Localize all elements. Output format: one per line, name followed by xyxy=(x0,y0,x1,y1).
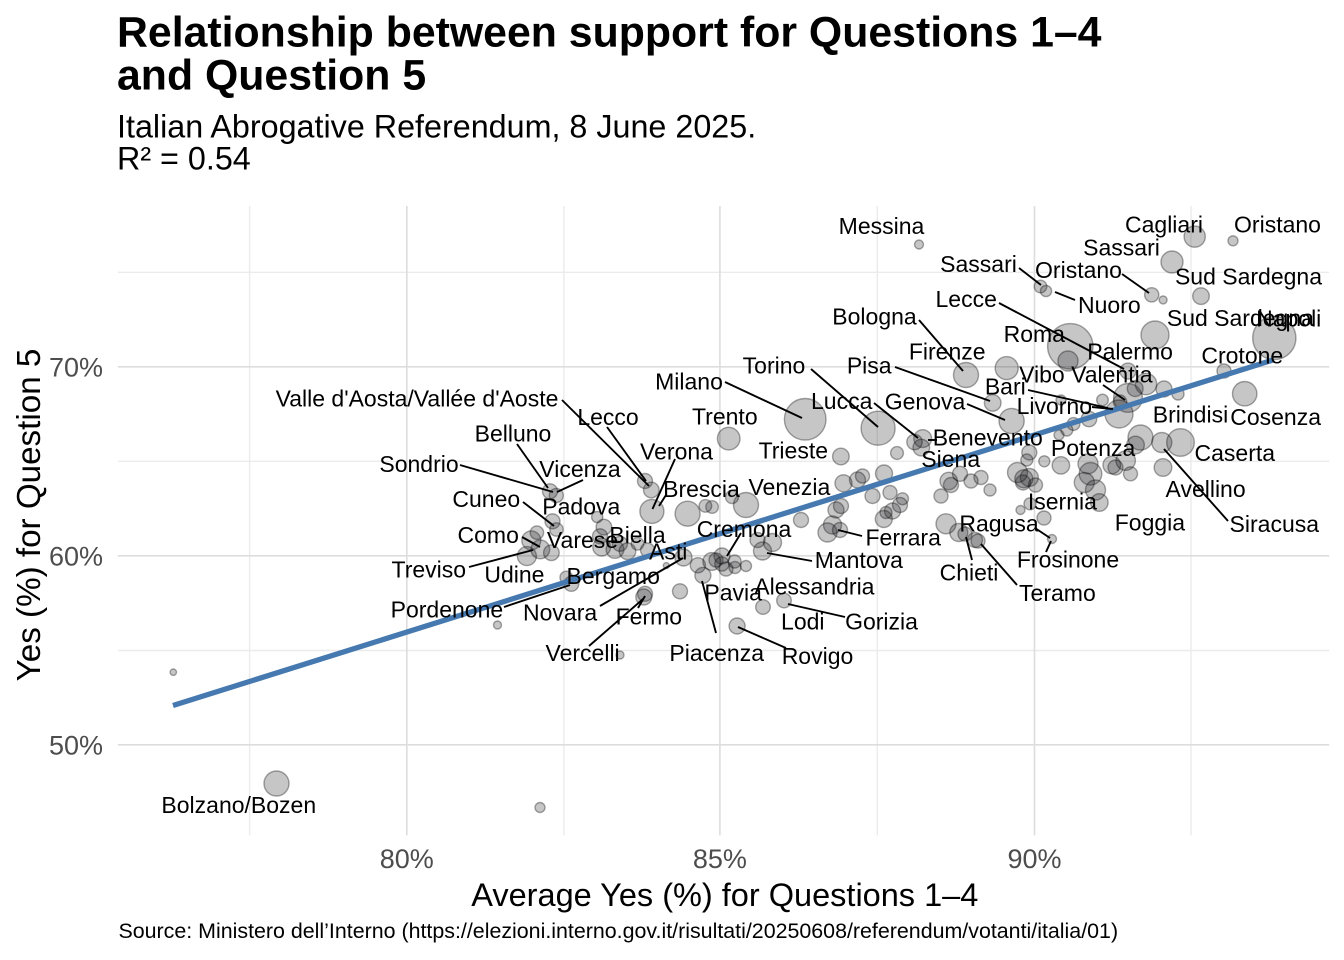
svg-text:Pisa: Pisa xyxy=(847,353,892,379)
svg-text:Mantova: Mantova xyxy=(815,547,903,573)
svg-text:Cagliari: Cagliari xyxy=(1125,212,1203,238)
svg-text:Brindisi: Brindisi xyxy=(1153,402,1228,428)
svg-text:Trieste: Trieste xyxy=(759,438,828,464)
svg-text:Cosenza: Cosenza xyxy=(1230,404,1321,430)
svg-text:Venezia: Venezia xyxy=(748,474,830,500)
svg-text:Belluno: Belluno xyxy=(475,421,552,447)
svg-text:Bolzano/Bozen: Bolzano/Bozen xyxy=(161,792,316,818)
svg-text:Potenza: Potenza xyxy=(1051,435,1136,461)
svg-text:Gorizia: Gorizia xyxy=(845,609,918,635)
svg-text:Caserta: Caserta xyxy=(1195,440,1276,466)
svg-text:R² = 0.54: R² = 0.54 xyxy=(117,140,251,176)
svg-text:Benevento: Benevento xyxy=(933,425,1043,451)
svg-text:Chieti: Chieti xyxy=(940,560,999,586)
svg-text:Livorno: Livorno xyxy=(1017,393,1092,419)
svg-text:Messina: Messina xyxy=(839,213,925,239)
svg-text:Biella: Biella xyxy=(609,522,665,548)
svg-text:Piacenza: Piacenza xyxy=(669,640,764,666)
svg-text:Lodi: Lodi xyxy=(781,609,824,635)
svg-text:Sassari: Sassari xyxy=(1083,234,1160,260)
svg-text:Isernia: Isernia xyxy=(1028,488,1097,514)
svg-text:Sud Sardegna: Sud Sardegna xyxy=(1167,305,1314,331)
svg-text:Torino: Torino xyxy=(743,353,806,379)
svg-text:Vercelli: Vercelli xyxy=(546,640,620,666)
svg-text:60%: 60% xyxy=(49,542,103,572)
svg-text:Udine: Udine xyxy=(484,561,544,587)
svg-text:50%: 50% xyxy=(49,731,103,761)
svg-text:Frosinone: Frosinone xyxy=(1017,546,1119,572)
svg-text:Padova: Padova xyxy=(542,493,620,519)
svg-text:Bergamo: Bergamo xyxy=(567,563,660,589)
svg-text:Siena: Siena xyxy=(921,446,980,472)
svg-text:Milano: Milano xyxy=(655,369,723,395)
svg-text:Rovigo: Rovigo xyxy=(782,643,854,669)
svg-text:Roma: Roma xyxy=(1004,321,1066,347)
svg-text:Verona: Verona xyxy=(640,438,713,464)
svg-text:Brescia: Brescia xyxy=(663,476,740,502)
svg-text:Source: Ministero dell’Interno: Source: Ministero dell’Interno (https://… xyxy=(119,919,1119,943)
svg-text:Novara: Novara xyxy=(523,600,597,626)
svg-text:Treviso: Treviso xyxy=(392,556,467,582)
svg-text:Genova: Genova xyxy=(885,388,966,414)
svg-text:Foggia: Foggia xyxy=(1115,510,1186,536)
svg-text:Oristano: Oristano xyxy=(1035,257,1122,283)
svg-text:and Question 5: and Question 5 xyxy=(117,52,426,100)
svg-text:Avellino: Avellino xyxy=(1166,476,1246,502)
svg-text:Firenze: Firenze xyxy=(909,338,986,364)
svg-text:Oristano: Oristano xyxy=(1234,212,1321,238)
svg-text:Crotone: Crotone xyxy=(1201,343,1283,369)
svg-text:Palermo: Palermo xyxy=(1087,338,1173,364)
svg-text:Varese: Varese xyxy=(547,527,618,553)
svg-text:Pordenone: Pordenone xyxy=(391,596,504,622)
svg-text:Siracusa: Siracusa xyxy=(1230,511,1320,537)
svg-text:80%: 80% xyxy=(380,844,434,874)
svg-text:Sondrio: Sondrio xyxy=(379,451,458,477)
svg-text:Teramo: Teramo xyxy=(1019,580,1096,606)
svg-text:Bari: Bari xyxy=(985,374,1026,400)
svg-text:70%: 70% xyxy=(49,353,103,383)
svg-text:Fermo: Fermo xyxy=(616,603,682,629)
svg-text:Italian Abrogative Referendum,: Italian Abrogative Referendum, 8 June 20… xyxy=(117,109,756,145)
svg-text:Valle d'Aosta/Vallée d'Aoste: Valle d'Aosta/Vallée d'Aoste xyxy=(276,386,559,412)
svg-text:Asti: Asti xyxy=(649,538,687,564)
svg-text:Pavia: Pavia xyxy=(704,580,762,606)
svg-text:Alessandria: Alessandria xyxy=(754,573,874,599)
svg-text:Yes (%) for Question 5: Yes (%) for Question 5 xyxy=(11,349,48,682)
svg-text:Lecco: Lecco xyxy=(577,404,638,430)
svg-text:Average Yes (%) for Questions: Average Yes (%) for Questions 1–4 xyxy=(471,877,978,913)
svg-text:Vibo Valentia: Vibo Valentia xyxy=(1019,361,1153,387)
svg-text:85%: 85% xyxy=(693,844,747,874)
svg-text:Lecce: Lecce xyxy=(936,286,997,312)
svg-text:Sud Sardegna: Sud Sardegna xyxy=(1175,263,1322,289)
svg-text:Trento: Trento xyxy=(692,403,758,429)
svg-text:Lucca: Lucca xyxy=(811,388,873,414)
svg-text:Relationship between support f: Relationship between support for Questio… xyxy=(117,9,1102,57)
svg-text:Cremona: Cremona xyxy=(697,516,792,542)
svg-text:Nuoro: Nuoro xyxy=(1078,292,1141,318)
svg-text:Cuneo: Cuneo xyxy=(452,486,520,512)
svg-text:Bologna: Bologna xyxy=(832,304,917,330)
svg-text:Sassari: Sassari xyxy=(940,251,1017,277)
svg-text:Ragusa: Ragusa xyxy=(959,511,1038,537)
svg-text:Como: Como xyxy=(458,522,519,548)
svg-text:Napoli: Napoli xyxy=(1256,306,1321,332)
svg-text:Ferrara: Ferrara xyxy=(865,525,941,551)
svg-text:Vicenza: Vicenza xyxy=(539,456,621,482)
svg-text:90%: 90% xyxy=(1007,844,1061,874)
